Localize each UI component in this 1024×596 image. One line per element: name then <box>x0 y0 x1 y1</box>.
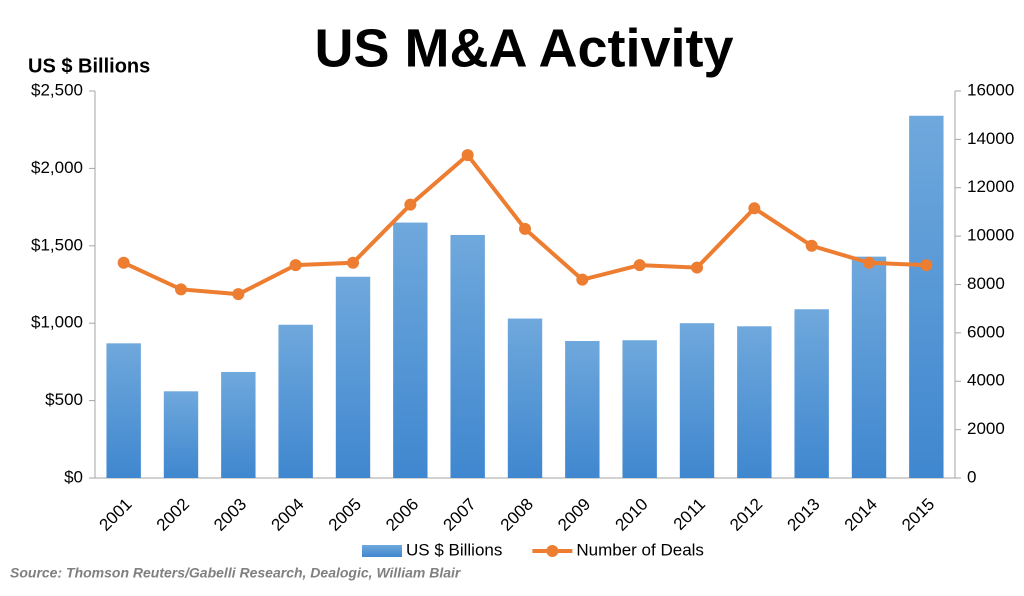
line-marker <box>175 283 187 296</box>
x-tick-label: 2012 <box>726 495 766 535</box>
bar <box>679 323 715 478</box>
y2-tick-label: 2000 <box>967 419 1005 438</box>
x-tick-label: 2014 <box>841 495 881 535</box>
y2-tick-label: 6000 <box>967 322 1005 341</box>
y-tick-label: $500 <box>45 390 83 409</box>
line-marker <box>461 149 474 162</box>
y2-tick-label: 8000 <box>967 274 1005 293</box>
x-tick-label: 2007 <box>439 495 479 535</box>
bar <box>565 341 600 478</box>
line-marker <box>920 259 933 272</box>
x-tick-label: 2004 <box>267 495 307 535</box>
bar <box>450 234 485 478</box>
line-marker <box>519 222 531 235</box>
line-marker <box>863 256 875 269</box>
y2-tick-label: 4000 <box>967 371 1005 390</box>
line-marker <box>633 259 646 272</box>
bar <box>737 326 772 478</box>
bar <box>163 391 199 478</box>
x-tick-label: 2011 <box>670 495 709 534</box>
bar <box>335 276 371 478</box>
bar <box>794 309 829 478</box>
line-marker <box>576 273 589 286</box>
line-marker <box>805 239 818 252</box>
bar <box>393 222 428 478</box>
legend-swatch <box>546 545 559 557</box>
y2-tick-label: 12000 <box>967 177 1014 196</box>
bar <box>622 340 657 478</box>
bar <box>507 318 543 478</box>
y-axis-title: US $ Billions <box>28 55 150 77</box>
line-marker <box>347 256 359 269</box>
line-marker <box>117 256 130 269</box>
y2-tick-label: 16000 <box>967 80 1014 99</box>
x-tick-label: 2006 <box>382 495 422 535</box>
x-tick-label: 2001 <box>95 495 135 535</box>
y2-tick-label: 14000 <box>967 129 1014 148</box>
line-marker <box>232 288 245 301</box>
y-tick-label: $2,000 <box>31 158 83 177</box>
line-marker <box>748 202 761 215</box>
y2-tick-label: 0 <box>967 467 976 486</box>
bar <box>278 324 313 478</box>
x-tick-label: 2009 <box>554 495 594 535</box>
bar <box>106 343 141 478</box>
line-marker <box>289 259 302 272</box>
legend-label: Number of Deals <box>576 540 704 559</box>
x-tick-label: 2002 <box>153 495 193 535</box>
x-tick-label: 2005 <box>325 495 365 535</box>
x-tick-label: 2003 <box>210 495 250 535</box>
bar <box>909 115 944 478</box>
bar <box>221 371 256 478</box>
line-marker <box>691 261 703 274</box>
source-note: Source: Thomson Reuters/Gabelli Research… <box>10 565 462 581</box>
y-tick-label: $1,500 <box>31 235 83 254</box>
y2-tick-label: 10000 <box>967 226 1014 245</box>
bar <box>851 256 887 478</box>
legend-swatch <box>362 545 402 557</box>
y-tick-label: $1,000 <box>31 313 83 332</box>
legend-label: US $ Billions <box>406 540 502 559</box>
x-tick-label: 2013 <box>783 495 823 535</box>
line-marker <box>404 198 417 211</box>
x-tick-label: 2010 <box>611 495 651 535</box>
y-tick-label: $0 <box>64 467 83 486</box>
x-tick-label: 2008 <box>497 495 537 535</box>
x-tick-label: 2015 <box>898 495 938 535</box>
chart-title: US M&A Activity <box>314 18 733 78</box>
y-tick-label: $2,500 <box>31 80 83 99</box>
